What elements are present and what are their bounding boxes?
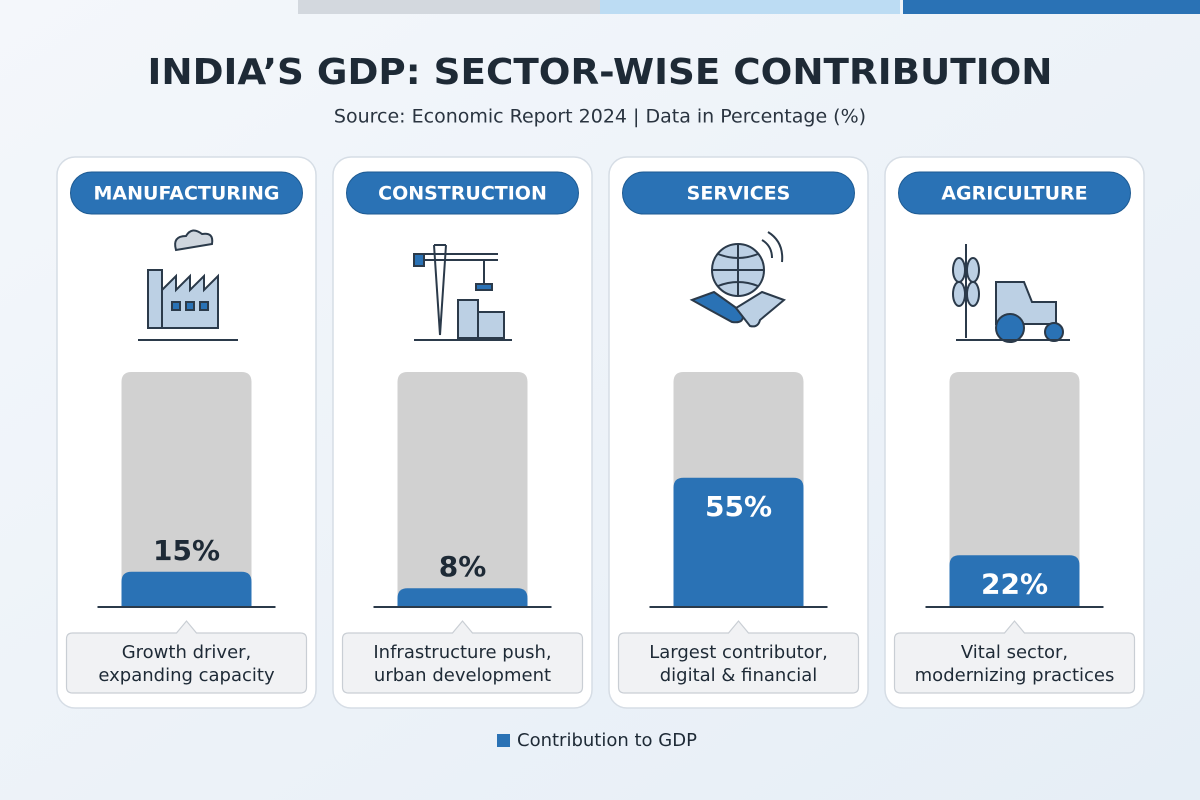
note-text: Largest contributor, digital & financial (649, 642, 828, 686)
value-label: 15% (153, 534, 220, 567)
note-text: Vital sector, modernizing practices (915, 642, 1115, 686)
sector-label: SERVICES (687, 183, 791, 205)
top-stripe (298, 0, 600, 14)
bar-track (397, 372, 528, 607)
bar (397, 588, 528, 607)
note-line: urban development (374, 665, 551, 686)
crane-icon (413, 244, 512, 341)
sector-pill (70, 171, 303, 215)
top-stripe (600, 0, 900, 14)
note-line: Vital sector, (961, 642, 1068, 663)
note-line: expanding capacity (98, 665, 275, 686)
note-line: modernizing practices (915, 665, 1115, 686)
note-box (65, 620, 308, 694)
sector-pill (898, 171, 1131, 215)
note-box (341, 620, 584, 694)
sector-pill (622, 171, 855, 215)
tractor-icon (952, 244, 1070, 343)
sector-label: AGRICULTURE (941, 183, 1087, 205)
note-text: Growth driver, expanding capacity (98, 642, 275, 686)
value-label: 22% (981, 567, 1048, 600)
legend-label: Contribution to GDP (517, 730, 697, 751)
note-text: Infrastructure push, urban development (373, 642, 551, 686)
legend-swatch (497, 734, 510, 747)
note-line: Growth driver, (122, 642, 252, 663)
note-line: Infrastructure push, (373, 642, 551, 663)
bar-track (949, 372, 1080, 607)
bar-track (121, 372, 252, 607)
sector-pill (346, 171, 579, 215)
bar (121, 571, 252, 607)
note-box (617, 620, 860, 694)
sector-label: CONSTRUCTION (378, 183, 547, 205)
chart-title: INDIA’S GDP: SECTOR-WISE CONTRIBUTION (148, 52, 1053, 93)
factory-icon (138, 229, 238, 341)
top-stripe (903, 0, 1200, 14)
sector-label: MANUFACTURING (94, 183, 280, 205)
value-label: 55% (705, 490, 772, 523)
note-line: digital & financial (660, 665, 818, 686)
note-line: Largest contributor, (649, 642, 828, 663)
bar (949, 555, 1080, 607)
note-box (893, 620, 1136, 694)
chart-subtitle: Source: Economic Report 2024 | Data in P… (334, 106, 866, 128)
bar (673, 477, 804, 607)
handshake-icon (689, 231, 786, 328)
value-label: 8% (439, 550, 487, 583)
